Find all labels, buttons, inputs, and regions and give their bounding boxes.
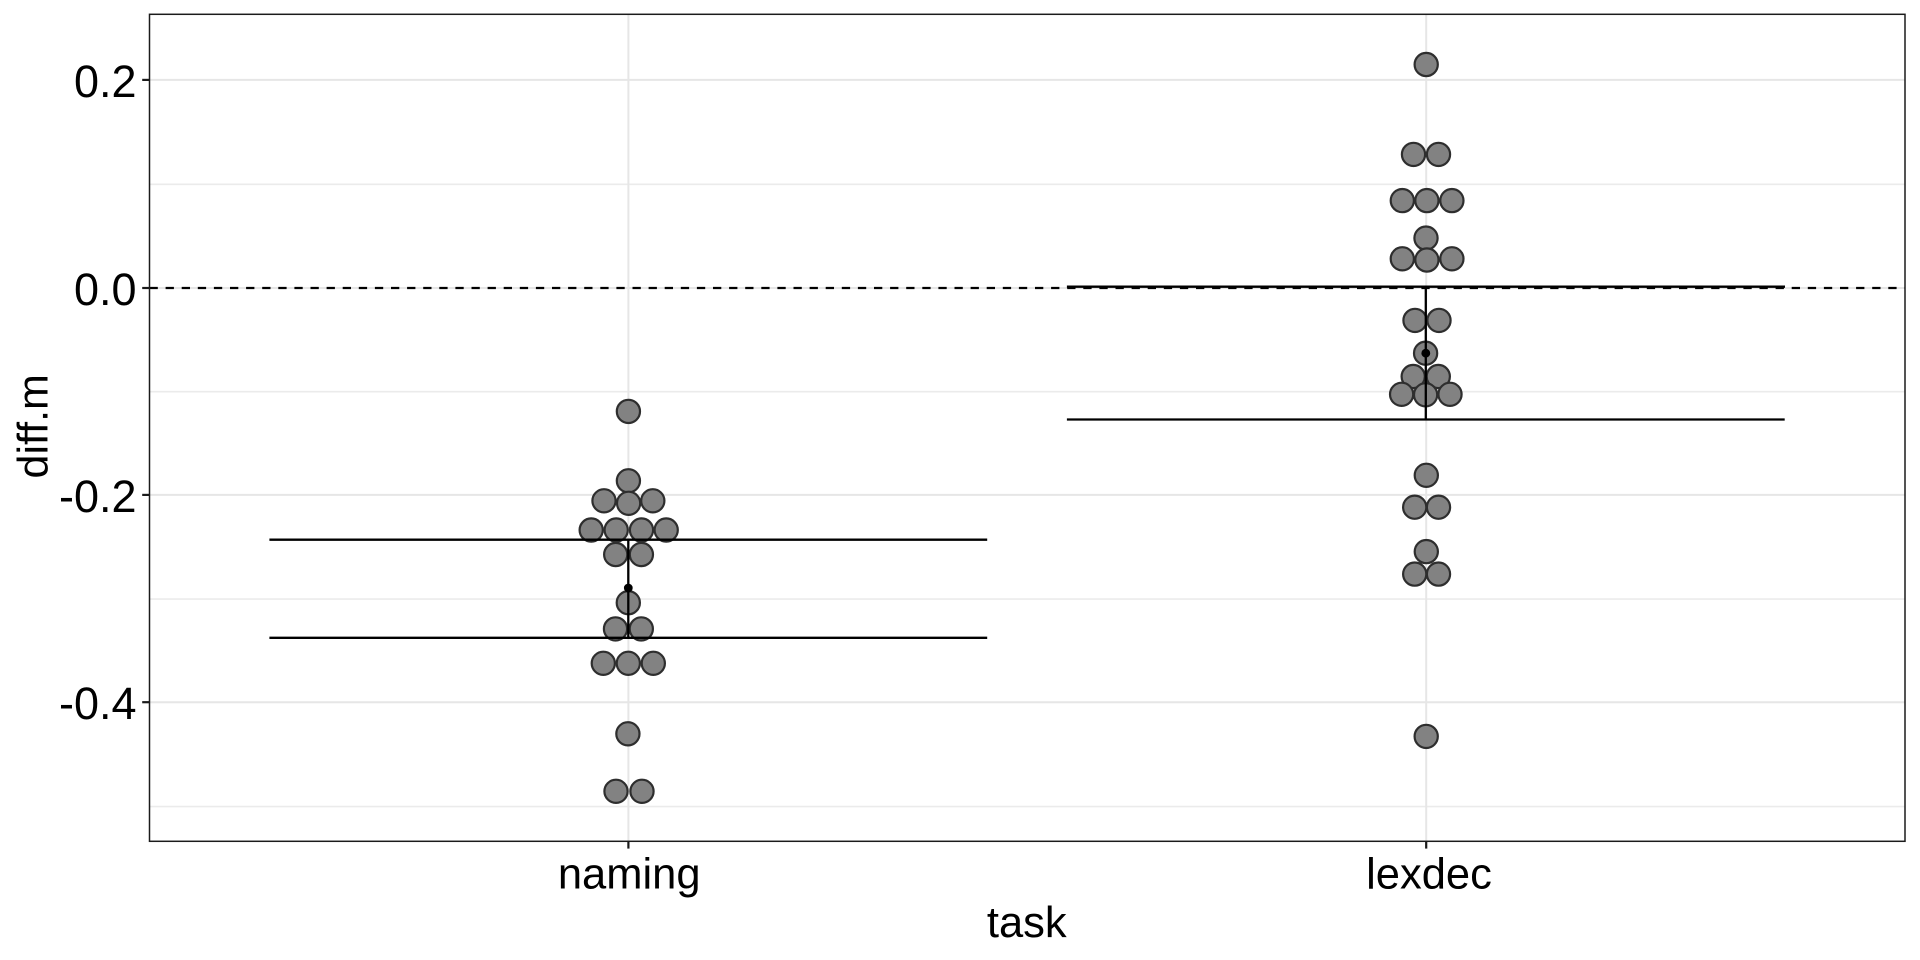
svg-text:task: task: [987, 899, 1067, 947]
svg-text:0.2: 0.2: [74, 56, 137, 107]
svg-text:diff.m: diff.m: [10, 374, 58, 478]
svg-text:-0.2: -0.2: [59, 471, 137, 522]
svg-text:-0.4: -0.4: [59, 678, 137, 729]
svg-text:lexdec: lexdec: [1366, 850, 1492, 898]
svg-text:naming: naming: [558, 850, 701, 898]
svg-text:0.0: 0.0: [74, 264, 137, 315]
